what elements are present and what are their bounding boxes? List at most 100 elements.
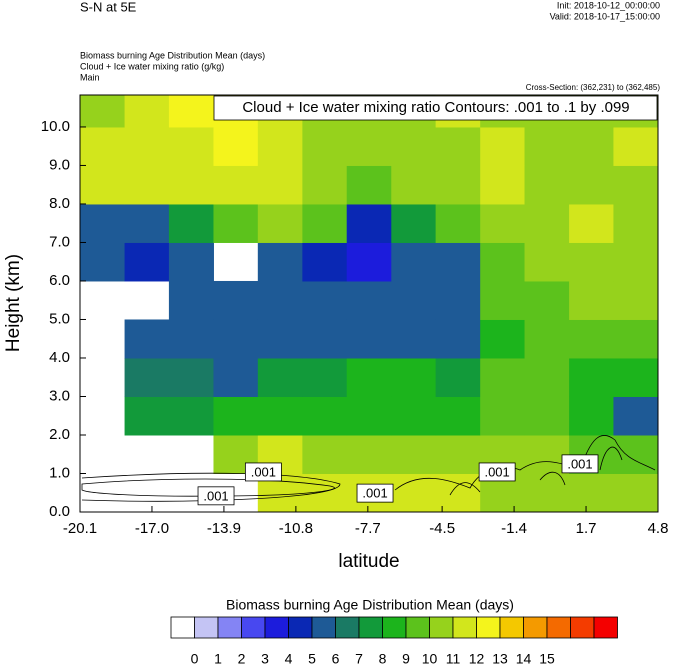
field-cell [480,203,526,243]
contour-info: Cloud + Ice water mixing ratio Contours:… [242,99,629,116]
field-cell [257,203,303,243]
field-cell [391,357,437,397]
y-tick-label: 0.0 [49,503,70,520]
colorbar-label: 2 [238,651,246,667]
colorbar-label: 14 [516,651,532,667]
colorbar-swatch [382,616,407,639]
field-cell [613,357,659,397]
colorbar-swatch [499,616,524,639]
field-cell [302,280,348,320]
contour-label-box [356,483,394,503]
contour-label-box [478,462,516,482]
colorbar-swatch [593,616,618,639]
field-cell [346,319,392,359]
contour-label: .001 [362,486,387,501]
colorbar-label: 13 [492,651,508,667]
colorbar-swatch [311,616,336,639]
field-cell [613,319,659,359]
colorbar-swatch [358,616,383,639]
field-cell [168,126,214,166]
field-cell [569,126,615,166]
y-tick-label: 5.0 [49,310,70,327]
field-cell [346,165,392,205]
field-cell [569,396,615,436]
field-cell [524,319,570,359]
field-cell [480,357,526,397]
field-cell [480,280,526,320]
y-tick-label: 4.0 [49,349,70,366]
x-tick-label: -7.7 [355,520,381,537]
field-cell [391,126,437,166]
contour-line [449,446,623,496]
contour-lines [81,435,656,502]
field-cell [480,165,526,205]
field-cell [124,165,170,205]
field-cell [391,165,437,205]
field-cell [524,203,570,243]
valid-time: Valid: 2018-10-17_15:00:00 [550,11,660,21]
field-cell [168,357,214,397]
colorbar-label: 3 [261,651,269,667]
field-cell [257,242,303,282]
colorbar-label: 5 [308,651,316,667]
field-cell [569,473,615,513]
contour-field-label: Cloud + Ice water mixing ratio (g/kg) [80,61,224,71]
field-cell [480,319,526,359]
field-cell [213,357,259,397]
cross-section: Cross-Section: (362,231) to (362,485) [526,83,661,92]
x-tick-label: -4.5 [429,520,455,537]
field-cell [257,126,303,166]
field-cell [524,357,570,397]
field-cell [569,165,615,205]
colorbar-swatch [452,616,477,639]
x-axis-title: latitude [338,551,399,572]
field-cell [302,242,348,282]
field-cell [569,357,615,397]
y-tick-label: 1.0 [49,464,70,481]
colorbar-swatch [288,616,313,639]
field-cell [302,396,348,436]
field-cell [613,280,659,320]
field-cell [435,126,481,166]
field-cell [435,434,481,474]
field-cell [80,242,126,282]
field-cell [435,280,481,320]
colorbar-label: 4 [285,651,293,667]
contour-line [81,478,335,497]
field-cell [213,396,259,436]
field-cell [613,473,659,513]
field-cell [302,165,348,205]
field-cell [569,319,615,359]
field-cell [435,396,481,436]
field-cell [613,396,659,436]
contour-label: .001 [251,464,276,479]
field-cell [480,396,526,436]
colorbar-swatch [570,616,595,639]
init-time: Init: 2018-10-12_00:00:00 [557,0,660,10]
field-cell [346,434,392,474]
field-cell [124,203,170,243]
contour-info-box [213,95,658,121]
contour-label-box [561,454,599,474]
y-tick-label: 10.0 [41,118,70,135]
colorbar-swatch [405,616,430,639]
field-cell [391,242,437,282]
colorbar-label: 6 [332,651,340,667]
x-tick-label: -1.4 [501,520,527,537]
x-tick-label: -20.1 [63,520,97,537]
field-cell [569,203,615,243]
x-tick-label: -13.9 [207,520,241,537]
field-cell [435,165,481,205]
field-cell [124,357,170,397]
field-cell [302,203,348,243]
y-tick-label: 3.0 [49,387,70,404]
field-cell [213,280,259,320]
field-cell [524,473,570,513]
field-cell [613,165,659,205]
colorbar-label: 0 [191,651,199,667]
field-cell [80,203,126,243]
field-cell [391,280,437,320]
colorbar-label: 9 [402,651,410,667]
colorbar-label: 10 [422,651,438,667]
